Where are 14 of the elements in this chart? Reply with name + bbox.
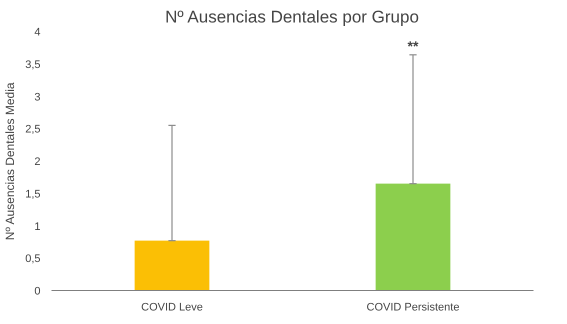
chart-title: Nº Ausencias Dentales por Grupo xyxy=(165,8,419,26)
y-tick-label: 2,5 xyxy=(25,124,41,136)
y-tick-label: 2 xyxy=(34,156,41,168)
y-tick-label: 1 xyxy=(34,220,41,233)
x-tick-label: COVID Leve xyxy=(141,302,203,314)
y-tick-label: 0 xyxy=(34,286,41,298)
y-tick-label: 3,5 xyxy=(25,58,41,71)
y-tick-label: 4 xyxy=(34,26,41,38)
y-tick-label: 3 xyxy=(34,91,41,104)
y-axis-title: Nº Ausencias Dentales Media xyxy=(3,82,18,240)
y-tick-label: 1,5 xyxy=(25,188,41,200)
y-tick-label: 0,5 xyxy=(25,253,41,266)
annotation: ** xyxy=(408,38,419,54)
x-tick-label: COVID Persistente xyxy=(366,302,460,314)
